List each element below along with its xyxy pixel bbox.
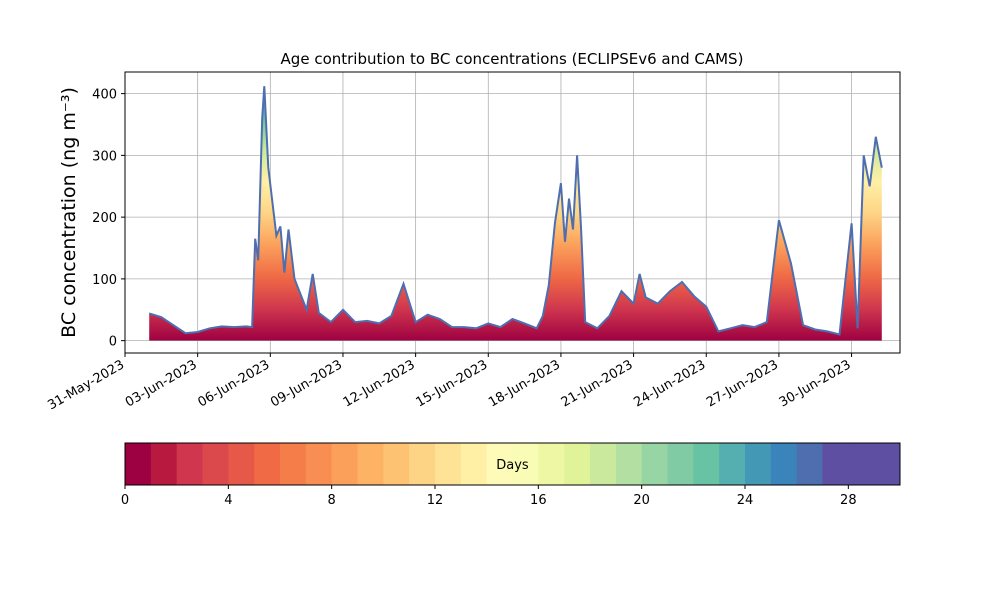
colorbar-tick-label: 28 <box>840 493 857 508</box>
colorbar-segment <box>641 443 668 485</box>
x-tick-label: 18-Jun-2023 <box>486 357 563 410</box>
colorbar-segment <box>305 443 333 485</box>
chart-title: Age contribution to BC concentrations (E… <box>281 50 744 68</box>
colorbar-segment <box>228 443 255 485</box>
total-concentration-line <box>148 86 883 336</box>
x-tick-label: 24-Jun-2023 <box>631 357 708 410</box>
colorbar-segment <box>848 443 875 485</box>
colorbar-tick-label: 24 <box>737 493 754 508</box>
colorbar-tick-label: 8 <box>328 493 336 508</box>
colorbar-segment <box>486 443 513 485</box>
colorbar-segment <box>667 443 694 485</box>
age-contribution-area <box>149 86 882 341</box>
y-tick-label: 0 <box>109 335 117 350</box>
colorbar-tick-label: 4 <box>224 493 232 508</box>
x-tick-label: 30-Jun-2023 <box>777 357 854 410</box>
axes-frame <box>124 71 901 354</box>
colorbar-segment <box>615 443 643 485</box>
colorbar-label: Days <box>496 458 529 473</box>
x-tick-label: 27-Jun-2023 <box>704 357 781 410</box>
y-tick-label: 400 <box>92 88 117 103</box>
colorbar-segment <box>435 443 462 485</box>
colorbar-segment <box>822 443 849 485</box>
colorbar-segment <box>590 443 617 485</box>
colorbar-tick-label: 12 <box>427 493 444 508</box>
colorbar-tick-label: 16 <box>530 493 547 508</box>
y-tick-label: 300 <box>92 149 117 164</box>
x-tick-label: 03-Jun-2023 <box>123 357 200 410</box>
colorbar-segment <box>125 443 152 485</box>
colorbar-segment <box>409 443 436 485</box>
y-axis-label: BC concentration (ng m⁻³) <box>58 87 80 338</box>
x-tick-label: 06-Jun-2023 <box>195 357 272 410</box>
colorbar-segment <box>874 443 901 485</box>
colorbar-segment <box>564 443 591 485</box>
y-axis: 0 100 200 300 400 <box>92 88 125 350</box>
colorbar-segment <box>383 443 410 485</box>
x-tick-label: 31-May-2023 <box>45 357 127 413</box>
colorbar-segment <box>176 443 203 485</box>
colorbar-segment <box>357 443 384 485</box>
colorbar-segment <box>745 443 772 485</box>
colorbar-segment <box>796 443 823 485</box>
colorbar-segment <box>460 443 488 485</box>
plot-area: 0 100 200 300 400 31-May-202303-Jun-202306-J… <box>45 71 901 413</box>
x-tick-label: 21-Jun-2023 <box>559 357 636 410</box>
colorbar-segment <box>719 443 746 485</box>
x-axis: 31-May-202303-Jun-202306-Jun-202309-Jun-… <box>45 353 854 413</box>
colorbar-tick-label: 20 <box>633 493 650 508</box>
colorbar-segment <box>512 443 539 485</box>
y-tick-label: 100 <box>92 273 117 288</box>
colorbar-tick-label: 0 <box>121 493 129 508</box>
colorbar-frame <box>124 442 901 486</box>
colorbar-segment <box>150 443 178 485</box>
x-tick-label: 12-Jun-2023 <box>341 357 418 410</box>
y-tick-label: 200 <box>92 211 117 226</box>
colorbar-segment <box>254 443 281 485</box>
colorbar-segment <box>202 443 229 485</box>
colorbar-segment <box>538 443 565 485</box>
colorbar-segment <box>331 443 358 485</box>
colorbar-segment <box>770 443 798 485</box>
colorbar-segment <box>693 443 720 485</box>
colorbar: Days 0 4 8 12 16 20 24 28 <box>121 442 901 508</box>
colorbar-segment <box>280 443 307 485</box>
x-tick-label: 09-Jun-2023 <box>268 357 345 410</box>
x-tick-label: 15-Jun-2023 <box>413 357 490 410</box>
